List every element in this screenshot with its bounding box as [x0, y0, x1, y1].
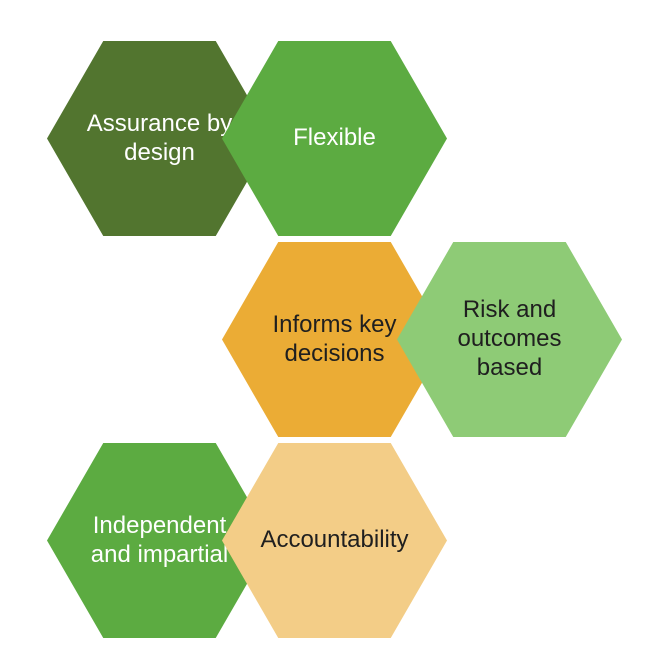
hex-label: Risk and outcomes based: [427, 296, 592, 382]
hex-accountability: Accountability: [222, 443, 447, 638]
hex-risk-and-outcomes-based: Risk and outcomes based: [397, 242, 622, 437]
hex-label: Accountability: [260, 526, 408, 555]
hex-flexible: Flexible: [222, 41, 447, 236]
hexagon-diagram: Assurance by design Flexible Informs key…: [0, 0, 650, 650]
hex-label: Assurance by design: [77, 110, 242, 168]
hex-label: Informs key decisions: [252, 311, 417, 369]
hex-label: Flexible: [293, 124, 376, 153]
hex-label: Independent and impartial: [77, 512, 242, 570]
